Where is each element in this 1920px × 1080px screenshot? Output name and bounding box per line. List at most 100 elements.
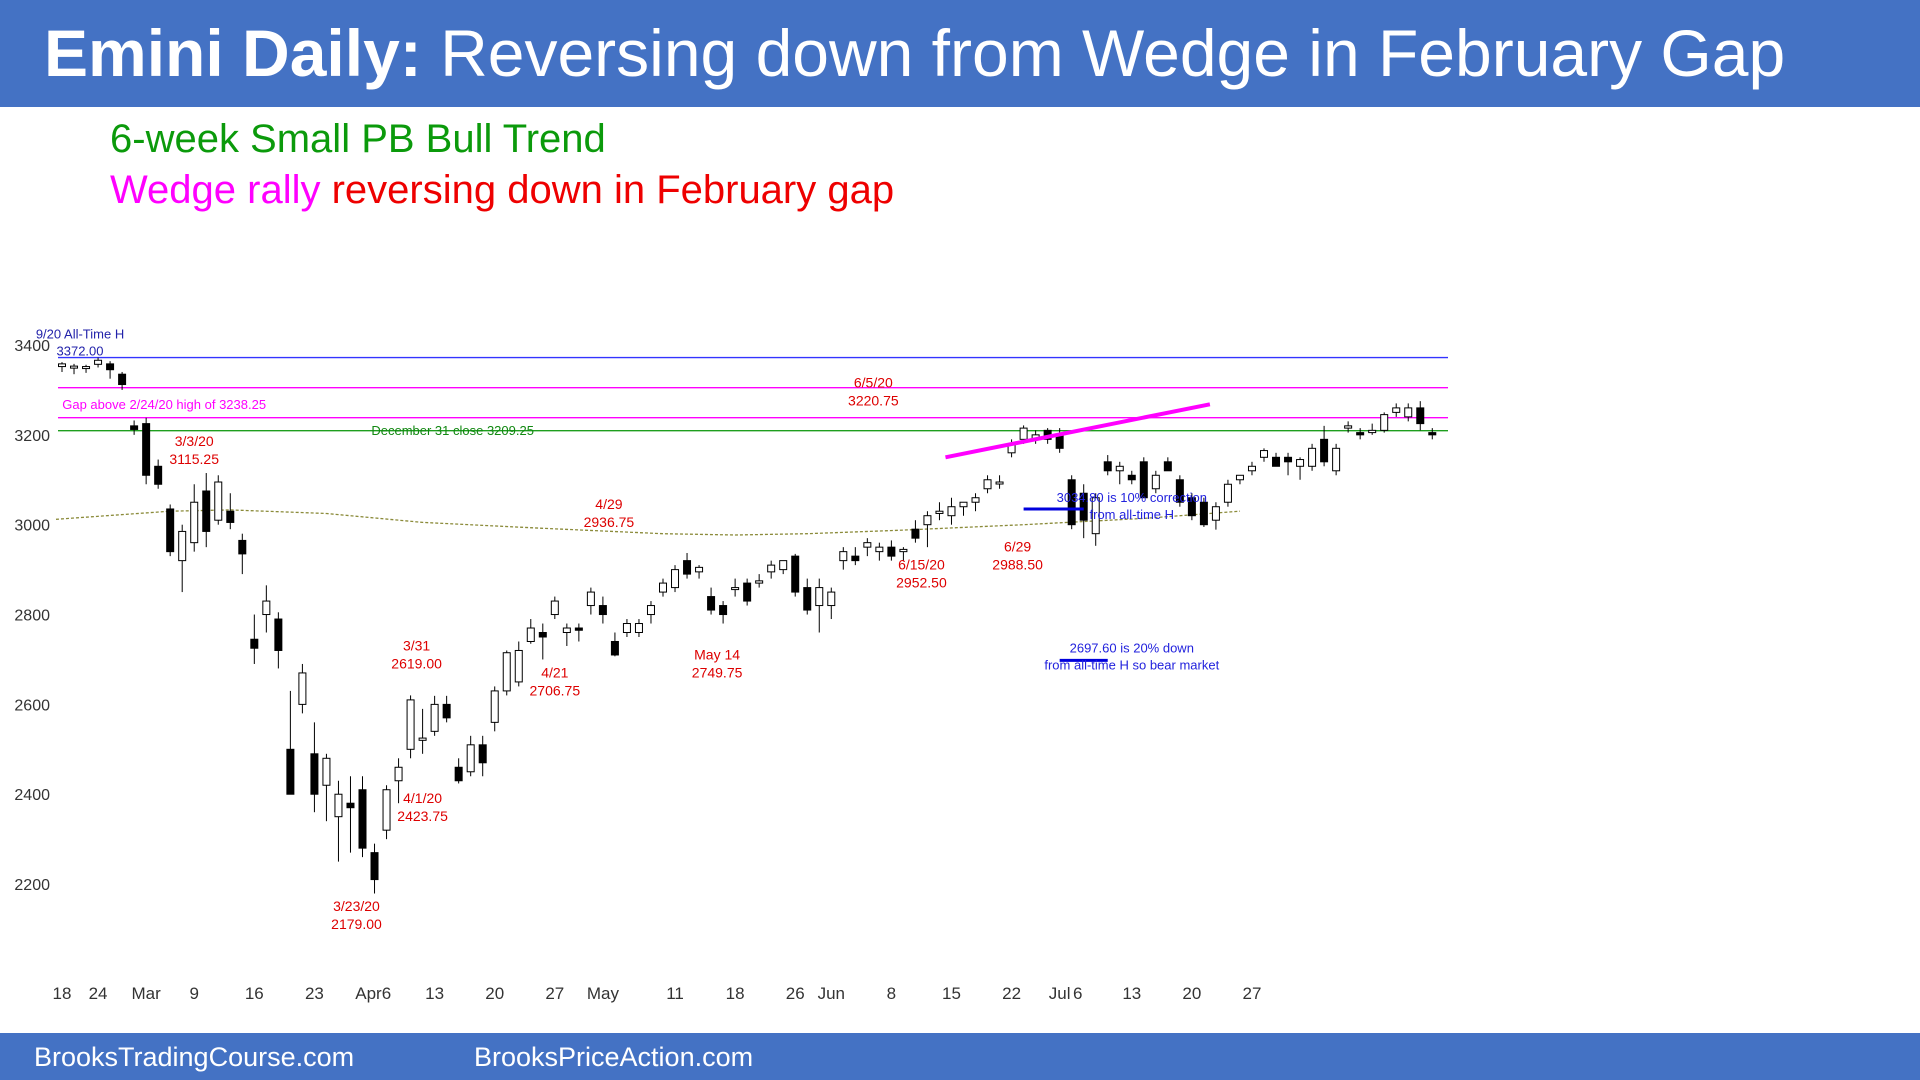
candle — [995, 475, 1004, 489]
apr29-annotation-line: 4/29 — [595, 496, 622, 512]
x-tick-label: 22 — [1002, 984, 1021, 1003]
mar31-annotation-line: 2619.00 — [391, 655, 442, 671]
candle-body-bear — [118, 373, 127, 386]
candle — [574, 623, 583, 642]
footer-bar: BrooksTradingCourse.com BrooksPriceActio… — [0, 1033, 1920, 1080]
y-tick-label: 2400 — [14, 787, 50, 804]
candle — [1103, 455, 1112, 476]
candle — [1079, 484, 1088, 539]
candle — [671, 565, 680, 593]
candle — [1247, 461, 1256, 476]
candle-body-bull — [1332, 447, 1341, 472]
candle — [442, 695, 451, 723]
subtitle-wedge-rally: Wedge rally — [110, 168, 321, 212]
candle — [1163, 457, 1172, 472]
candle-body-bear — [1187, 497, 1196, 517]
candle-body-bear — [1103, 461, 1112, 472]
title-bold: Emini Daily: — [44, 16, 422, 90]
candle — [1296, 457, 1305, 480]
jun15-annotation-line: 2952.50 — [896, 575, 947, 591]
candle-body-bear — [851, 555, 860, 562]
candle-body-bear — [142, 423, 151, 476]
candle-body-bull — [94, 359, 103, 365]
candle — [803, 578, 812, 615]
candle — [935, 502, 944, 521]
candle — [875, 542, 884, 561]
candle-body-bear — [1416, 407, 1425, 425]
candle — [947, 497, 956, 525]
ten-percent-annotation-line: from all-time H — [1090, 507, 1175, 522]
candle-body-bull — [1019, 427, 1028, 440]
candlestick-chart: 3400 3200 3000 2800 2600 2400 2200 18 24 Mar 9 16 23… — [14, 326, 1448, 1003]
ath-annotation: 9/20 All-Time H 3372.00 — [36, 326, 124, 358]
candle-body-bull — [562, 627, 571, 634]
x-tick-label: 8 — [887, 984, 896, 1003]
candle — [514, 641, 523, 687]
candle-body-bull — [1344, 425, 1353, 429]
candle-body-bear — [574, 627, 583, 631]
x-tick-label: 27 — [545, 984, 564, 1003]
candle-body-bear — [226, 510, 235, 523]
candle-body-bull — [875, 546, 884, 553]
candle — [1211, 502, 1220, 530]
candle — [779, 560, 788, 575]
x-tick-label: 11 — [666, 984, 684, 1003]
candle-body-bear — [610, 640, 619, 656]
candle-body-bull — [178, 530, 187, 562]
candle-body-bull — [70, 365, 79, 369]
candle-body-bull — [1115, 465, 1124, 472]
candle-body-bull — [1368, 429, 1377, 434]
candle — [1284, 452, 1293, 476]
mar23-annotation: 3/23/20 2179.00 — [331, 898, 382, 932]
candle-body-bull — [923, 515, 932, 526]
candle — [1115, 461, 1124, 485]
candle-body-bull — [1223, 483, 1232, 503]
candle-body-bull — [298, 672, 307, 705]
apr1-annotation-line: 4/1/20 — [403, 790, 442, 806]
candle-body-bear — [707, 596, 716, 611]
candle-body-bull — [526, 627, 535, 642]
candle-body-bear — [803, 587, 812, 611]
footer-left-link[interactable]: BrooksTradingCourse.com — [34, 1042, 355, 1072]
candle-body-bull — [646, 605, 655, 616]
candle — [598, 596, 607, 624]
candle — [346, 776, 355, 853]
candle-body-bear — [106, 363, 115, 371]
candle — [1151, 470, 1160, 494]
candle-body-bear — [310, 753, 319, 795]
candle-body-bull — [971, 497, 980, 503]
candle-body-bear — [887, 546, 896, 557]
candle-body-bull — [490, 690, 499, 723]
candle-body-bull — [58, 363, 66, 368]
candle-body-bull — [334, 793, 343, 818]
candle — [983, 475, 992, 494]
jun29-annotation-line: 6/29 — [1004, 539, 1031, 555]
candle-body-bear — [478, 744, 487, 764]
candle — [1356, 428, 1365, 440]
candle-body-bull — [262, 600, 271, 616]
candle-body-bull — [899, 548, 908, 553]
candle — [238, 533, 247, 575]
candle — [1235, 474, 1244, 485]
candle-body-bear — [454, 766, 463, 782]
candle — [1127, 470, 1136, 485]
candle-body-bear — [370, 852, 379, 881]
candle — [1308, 443, 1317, 471]
x-tick-label: Apr — [355, 984, 382, 1003]
candle-body-bull — [406, 699, 415, 750]
candle — [502, 650, 511, 696]
apr21-annotation-line: 4/21 — [541, 664, 568, 680]
candle — [827, 587, 836, 620]
x-tick-label: 24 — [89, 984, 108, 1003]
candle-body-bear — [719, 605, 728, 616]
x-tick-label: 20 — [485, 984, 504, 1003]
candle — [646, 601, 655, 624]
candle — [526, 619, 535, 644]
jun29-annotation-line: 2988.50 — [992, 557, 1043, 573]
y-tick-label: 2800 — [14, 608, 50, 625]
footer-right-link[interactable]: BrooksPriceAction.com — [474, 1042, 754, 1072]
x-tick-label: 9 — [189, 984, 198, 1003]
candle-body-bull — [839, 551, 848, 562]
y-tick-label: 3200 — [14, 428, 50, 445]
candle — [478, 735, 487, 777]
